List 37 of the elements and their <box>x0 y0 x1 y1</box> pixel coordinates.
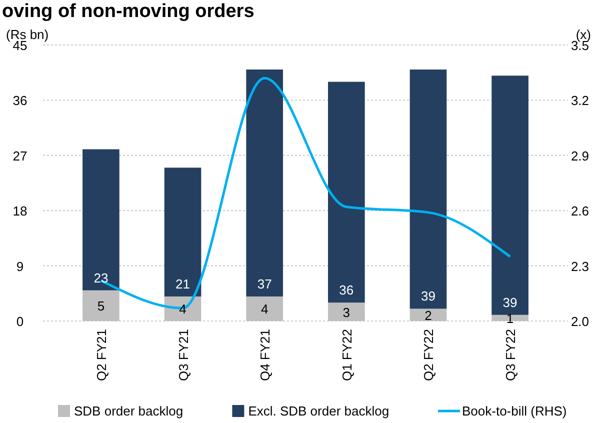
legend-label: SDB order backlog <box>74 404 184 418</box>
data-label: 37 <box>257 276 272 292</box>
data-label: 1 <box>506 310 514 326</box>
y-tick-label: 0 <box>16 314 24 329</box>
legend-label: Excl. SDB order backlog <box>248 404 390 418</box>
y2-tick-label: 2.9 <box>570 148 590 164</box>
x-tick-label: Q2 FY21 <box>94 329 109 382</box>
data-label: 3 <box>342 304 350 320</box>
x-tick-label: Q3 FY21 <box>176 329 191 382</box>
x-tick-label: Q2 FY22 <box>421 329 436 382</box>
bar <box>410 70 447 309</box>
bar <box>164 168 202 296</box>
y2-tick-label: 2.0 <box>570 314 590 329</box>
data-label: 2 <box>424 308 432 323</box>
data-label: 21 <box>176 276 190 292</box>
y-tick-label: 27 <box>12 148 28 164</box>
y2-tick-label: 2.3 <box>570 258 590 274</box>
y2-tick-label: 3.2 <box>570 93 590 108</box>
bar <box>492 76 528 315</box>
bar <box>328 82 365 303</box>
data-label: 39 <box>502 294 518 310</box>
chart-title: oving of non-moving orders <box>2 1 254 22</box>
bar <box>82 149 120 290</box>
data-label: 23 <box>94 270 108 286</box>
data-label: 5 <box>97 298 105 314</box>
data-label: 36 <box>339 282 354 298</box>
bar <box>246 70 283 296</box>
data-label: 4 <box>260 302 268 317</box>
y-tick-label: 18 <box>12 204 28 219</box>
y-tick-label: 9 <box>16 258 24 274</box>
x-tick-label: Q3 FY22 <box>503 329 518 382</box>
y-tick-label: 36 <box>12 93 28 108</box>
y2-tick-label: 2.6 <box>570 204 590 219</box>
data-label: 39 <box>420 288 436 304</box>
legend-label: Book-to-bill (RHS) <box>462 404 567 418</box>
x-tick-label: Q1 FY22 <box>339 329 354 382</box>
x-tick-label: Q4 FY21 <box>258 329 273 382</box>
